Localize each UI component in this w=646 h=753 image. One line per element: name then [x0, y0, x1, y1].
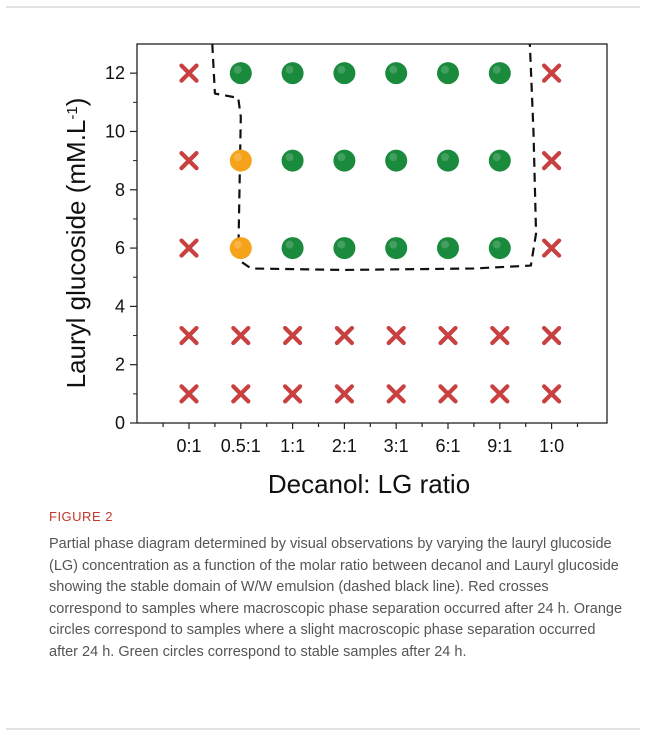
- cross-marker: [334, 325, 354, 346]
- y-tick-label: 2: [115, 355, 125, 375]
- y-tick-label: 12: [105, 63, 125, 83]
- x-axis-tick-labels: 0:1 0.5:1 1:1 2:1 3:1 6:1 9:1 1:0: [176, 436, 564, 456]
- circle-marker: [437, 237, 459, 260]
- phase-diagram-chart: 0:1 0.5:1 1:1 2:1 3:1 6:1 9:1 1:0 0 2 4 6 8 10 12 Dec…: [61, 43, 608, 499]
- cross-marker: [231, 384, 251, 404]
- circle-marker: [333, 62, 356, 85]
- circle-marker: [281, 149, 304, 172]
- cross-marker: [541, 384, 562, 404]
- stable-domain-boundary: [211, 43, 538, 272]
- y-axis-title: Lauryl glucoside (mM.L-1): [61, 98, 91, 389]
- x-tick-label: 1:0: [539, 436, 564, 456]
- x-tick-label: 0.5:1: [221, 436, 261, 456]
- circle-marker: [333, 149, 356, 172]
- cross-marker: [541, 151, 562, 171]
- x-tick-label: 9:1: [487, 436, 512, 456]
- circle-marker: [281, 237, 304, 260]
- x-tick-label: 2:1: [332, 436, 357, 456]
- circle-marker: [385, 62, 408, 85]
- cross-marker: [386, 325, 406, 346]
- cross-marker: [283, 384, 303, 404]
- cross-marker: [490, 325, 510, 346]
- cross-marker: [179, 384, 199, 404]
- circle-marker: [437, 149, 459, 172]
- x-axis-ticks: [162, 423, 579, 429]
- plot-frame: [136, 43, 608, 424]
- y-axis-ticks: [130, 72, 137, 424]
- figure-card: 0:1 0.5:1 1:1 2:1 3:1 6:1 9:1 1:0 0 2 4 6 8 10 12 Dec…: [6, 6, 640, 747]
- y-tick-label: 6: [115, 238, 125, 258]
- cross-marker: [334, 384, 354, 404]
- cross-marker: [490, 384, 510, 404]
- circle-marker: [488, 237, 511, 260]
- data-markers: [179, 62, 562, 404]
- cross-marker: [541, 63, 562, 83]
- cross-marker: [541, 238, 562, 258]
- circle-marker: [437, 62, 459, 85]
- top-divider: [6, 6, 640, 8]
- circle-marker: [229, 62, 252, 85]
- circle-marker: [488, 149, 511, 172]
- circle-marker: [229, 237, 252, 260]
- figure-label: FIGURE 2: [49, 509, 113, 524]
- cross-marker: [179, 325, 199, 346]
- y-axis-tick-labels: 0 2 4 6 8 10 12: [105, 63, 125, 433]
- cross-marker: [386, 384, 406, 404]
- cross-marker: [438, 384, 458, 404]
- cross-marker: [231, 325, 251, 346]
- cross-marker: [283, 325, 303, 346]
- x-tick-label: 0:1: [176, 436, 201, 456]
- y-tick-label: 0: [115, 413, 125, 433]
- circle-marker: [385, 149, 408, 172]
- y-tick-label: 10: [105, 121, 125, 141]
- x-tick-label: 3:1: [384, 436, 409, 456]
- x-tick-label: 1:1: [280, 436, 305, 456]
- figure-caption: Partial phase diagram determined by visu…: [49, 536, 623, 660]
- boundary-line: [211, 43, 538, 272]
- x-tick-label: 6:1: [435, 436, 460, 456]
- x-axis-title: Decanol: LG ratio: [268, 469, 470, 499]
- bottom-divider: [6, 728, 640, 730]
- cross-marker: [179, 63, 199, 83]
- cross-marker: [438, 325, 458, 346]
- circle-marker: [385, 237, 408, 260]
- y-tick-label: 8: [115, 180, 125, 200]
- plot-border: [136, 43, 608, 424]
- circle-marker: [488, 62, 511, 85]
- circle-marker: [229, 149, 252, 172]
- cross-marker: [541, 325, 562, 346]
- y-tick-label: 4: [115, 296, 125, 316]
- cross-marker: [179, 151, 199, 171]
- cross-marker: [179, 238, 199, 258]
- circle-marker: [333, 237, 356, 260]
- circle-marker: [281, 62, 304, 85]
